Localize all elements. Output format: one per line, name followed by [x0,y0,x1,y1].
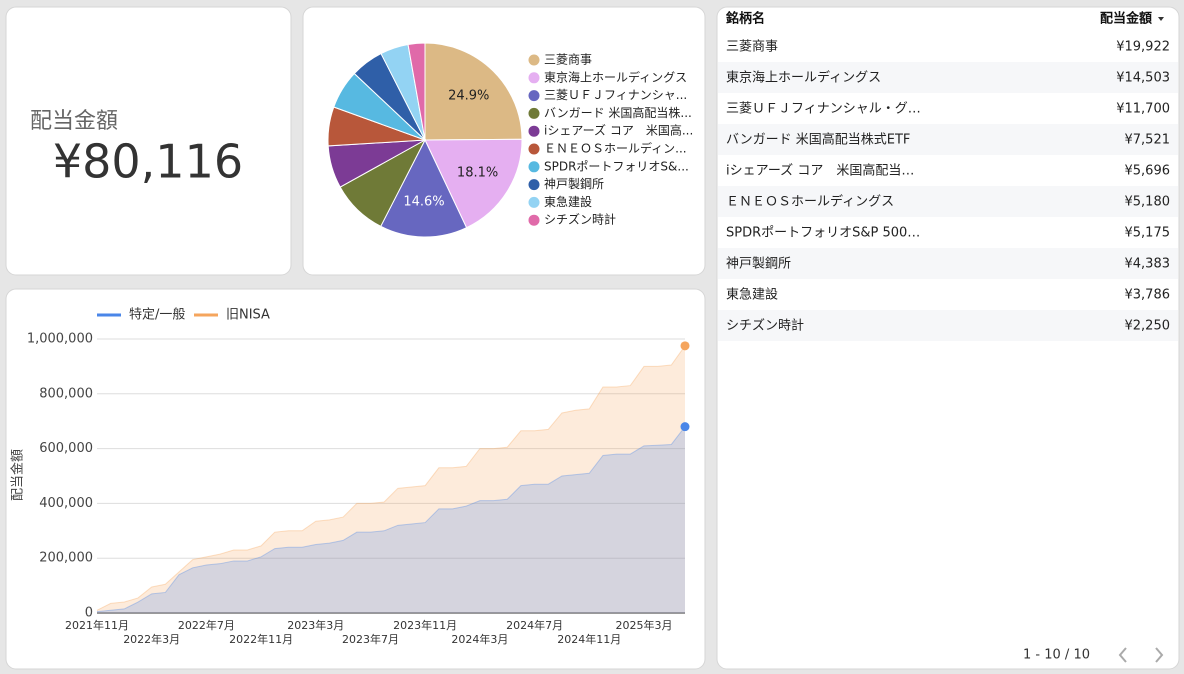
cell-name: SPDRポートフォリオS&P 500… [726,226,920,241]
row-stripe [718,62,1178,93]
cell-name: 三菱商事 [726,40,778,55]
area-card [5,288,706,670]
x-tick-label: 2023年11月 [393,618,457,632]
legend-label: シチズン時計 [544,212,616,227]
legend-swatch [528,196,540,208]
cell-name: 三菱ＵＦＪフィナンシャル・グ… [726,102,921,117]
legend-swatch [528,214,540,226]
cell-name: シチズン時計 [726,318,804,334]
y-tick-label: 0 [85,606,93,621]
cell-value: ¥5,175 [1125,226,1171,241]
pie-label: 14.6% [403,195,444,210]
legend-swatch [528,107,540,119]
legend-swatch [528,72,540,84]
pie-slice [424,42,523,141]
cell-value: ¥7,521 [1125,133,1171,148]
legend-label: 東急建設 [544,194,592,209]
column-header: 配当金額 [1100,11,1152,27]
cell-value: ¥19,922 [1116,40,1170,55]
legend-swatch [528,90,540,102]
y-tick-label: 800,000 [39,386,93,401]
end-point [680,422,690,432]
y-axis-label: 配当金額 [10,449,26,501]
legend-swatch [528,125,540,137]
column-header: 銘柄名 [726,11,765,27]
legend-label: 三菱商事 [544,52,592,67]
cell-name: ＥＮＥＯＳホールディングス [726,194,894,210]
x-tick-label: 2024年11月 [557,632,621,646]
row-stripe [718,310,1178,341]
pie-label: 18.1% [457,165,498,180]
legend-label: 旧NISA [226,308,270,323]
prev-page[interactable] [1118,647,1127,663]
next-page[interactable] [1155,647,1164,663]
legend-label: SPDRポートフォリオS&... [544,159,689,173]
row-stripe [718,186,1178,217]
legend-label: ＥＮＥＯＳホールディン... [544,141,687,156]
x-tick-label: 2022年7月 [178,618,235,632]
scorecard-label: 配当金額 [30,109,118,134]
cell-value: ¥11,700 [1116,102,1170,117]
cell-name: 神戸製鋼所 [726,257,791,272]
legend-swatch [528,179,540,191]
cell-value: ¥2,250 [1125,319,1171,334]
x-tick-label: 2024年3月 [451,632,508,646]
legend-label: 東京海上ホールディングス [544,69,687,84]
pie-slice [380,138,468,238]
sort-icon[interactable] [1158,17,1164,21]
x-tick-label: 2022年11月 [229,632,293,646]
pie-slice [407,42,426,141]
legend-swatch [528,54,540,66]
cell-name: iシェアーズ コア 米国高配当… [726,163,914,179]
cell-name: バンガード 米国高配当株式ETF [726,132,910,148]
x-tick-label: 2021年11月 [65,618,129,632]
legend-label: 三菱ＵＦＪフィナンシャ... [544,88,687,102]
area-line [96,426,686,613]
scorecard-card [5,6,292,276]
legend-label: バンガード 米国高配当株... [544,105,692,120]
area-fill [97,426,685,613]
legend-label: 特定/一般 [129,307,185,323]
x-tick-label: 2023年7月 [342,632,399,646]
x-tick-label: 2022年3月 [123,632,180,646]
cell-value: ¥14,503 [1116,71,1170,86]
legend-label: iシェアーズ コア 米国高... [544,123,693,138]
y-tick-label: 200,000 [39,551,93,566]
y-tick-label: 400,000 [39,496,93,511]
pie-slice [424,138,523,229]
legend-swatch [528,143,540,155]
row-stripe [718,248,1178,279]
y-tick-label: 1,000,000 [27,332,93,347]
scorecard-value: ¥80,116 [53,135,243,189]
cell-value: ¥4,383 [1125,257,1171,272]
pagination: 1 - 10 / 10 [1023,648,1090,663]
y-tick-label: 600,000 [39,441,93,456]
row-stripe [718,124,1178,155]
end-point [680,341,690,351]
cell-value: ¥5,180 [1125,195,1171,210]
cell-value: ¥5,696 [1125,164,1171,179]
legend-swatch [528,161,540,173]
area-fill [97,345,685,613]
x-tick-label: 2025年3月 [615,618,672,632]
cell-value: ¥3,786 [1125,288,1171,303]
pie-label: 24.9% [448,88,489,103]
cell-name: 東急建設 [726,287,778,303]
legend-label: 神戸製鋼所 [544,177,604,191]
x-tick-label: 2023年3月 [287,618,344,632]
cell-name: 東京海上ホールディングス [726,70,881,86]
area-line [96,345,686,611]
x-tick-label: 2024年7月 [506,618,563,632]
